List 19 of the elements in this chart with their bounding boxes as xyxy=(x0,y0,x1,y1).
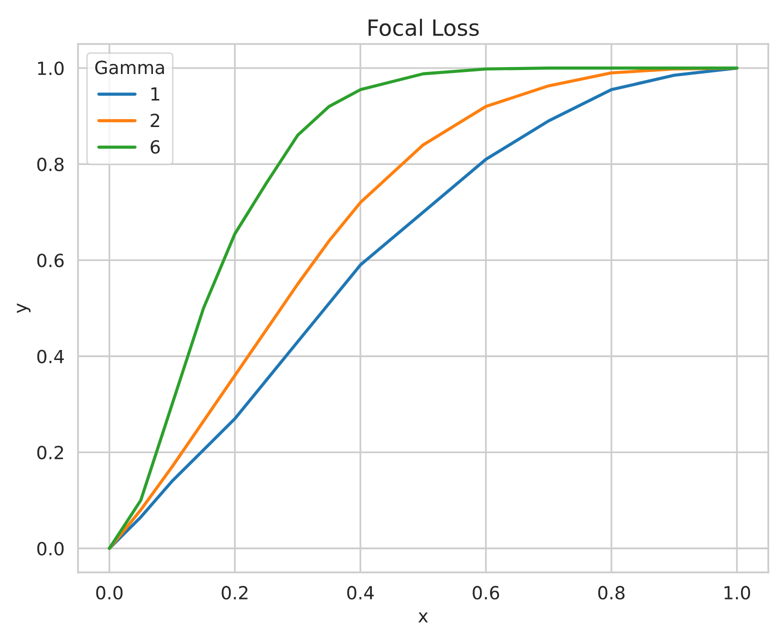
y-tick-label: 0.6 xyxy=(37,254,64,268)
y-axis-title: y xyxy=(16,303,31,314)
y-tick-label: 1.0 xyxy=(38,62,64,76)
chart-title: Focal Loss xyxy=(368,18,479,36)
legend-label: 6 xyxy=(150,140,160,154)
x-axis-title: x xyxy=(418,612,428,622)
legend-title: Gamma xyxy=(95,60,164,74)
x-tick-label: 0.4 xyxy=(347,586,374,600)
x-tick-label: 0.0 xyxy=(96,586,123,600)
legend-label: 1 xyxy=(151,87,160,100)
y-tick-label: 0.4 xyxy=(37,350,64,364)
x-tick-label: 0.8 xyxy=(598,586,625,600)
y-tick-label: 0.0 xyxy=(37,542,64,556)
x-tick-label: 0.6 xyxy=(472,586,500,600)
x-tick-label: 1.0 xyxy=(724,586,750,600)
y-tick-label: 0.8 xyxy=(37,158,64,172)
legend-label: 2 xyxy=(150,114,160,128)
x-tick-label: 0.2 xyxy=(222,586,248,600)
y-tick-label: 0.2 xyxy=(37,446,63,460)
